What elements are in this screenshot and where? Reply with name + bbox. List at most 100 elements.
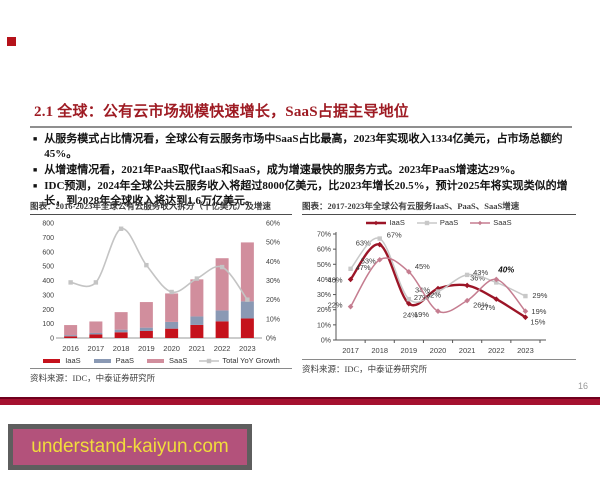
svg-text:800: 800 <box>42 221 54 228</box>
svg-text:0%: 0% <box>266 336 276 343</box>
legend-item-iaas: IaaS <box>42 356 81 365</box>
svg-text:34%: 34% <box>415 286 430 295</box>
revenue-split-chart: 0 100 200 300 400 500 600 700 800 0% 10% 20% 30% 40% 5… <box>42 221 280 354</box>
stacked-bars <box>64 242 254 338</box>
charts-area: 图表：2016-2023年全球公有云服务收入拆分（十亿美元）及增速 0 100 20… <box>30 200 576 384</box>
bullet-square-icon: ■ <box>33 167 38 174</box>
legend-item-total-yoy-growth: Total YoY Growth <box>199 356 280 365</box>
svg-text:100: 100 <box>42 321 54 328</box>
svg-text:67%: 67% <box>387 231 402 240</box>
svg-text:19%: 19% <box>531 307 546 316</box>
legend-swatch-icon <box>93 358 111 363</box>
svg-text:2018: 2018 <box>113 344 130 353</box>
legend-item-saas: SaaS <box>146 356 187 365</box>
svg-text:19%: 19% <box>414 310 429 319</box>
svg-text:600: 600 <box>42 249 54 256</box>
revenue-chart-source: 资料来源：IDC，中泰证券研究所 <box>30 368 292 384</box>
bullet-square-icon: ■ <box>33 183 38 190</box>
bullet-item: ■ 从增速情况看，2021年PaaS取代IaaS和SaaS，成为增速最快的服务方… <box>33 163 577 178</box>
svg-text:2021: 2021 <box>189 344 206 353</box>
legend-label: PaaS <box>439 218 459 227</box>
growth-rate-chart: 0% 10% 20% 30% 40% 50% 60% 70% 2017 2018 2019 2020 2… <box>317 231 548 355</box>
svg-text:27%: 27% <box>414 293 429 302</box>
legend-label: SaaS <box>169 356 188 365</box>
svg-text:53%: 53% <box>361 257 376 266</box>
svg-text:47%: 47% <box>356 263 371 272</box>
svg-text:63%: 63% <box>356 239 371 248</box>
page-number: 16 <box>577 381 588 391</box>
svg-text:27%: 27% <box>480 303 495 312</box>
svg-text:70%: 70% <box>317 232 331 239</box>
legend-label: PaaS <box>115 356 135 365</box>
legend-label: IaaS <box>65 356 81 365</box>
legend-swatch-icon <box>199 358 220 363</box>
svg-text:2019: 2019 <box>138 344 155 353</box>
growth-chart-source: 资料来源：IDC，中泰证券研究所 <box>302 359 576 375</box>
series-iaas <box>347 241 529 321</box>
svg-text:0: 0 <box>50 336 54 343</box>
svg-text:2022: 2022 <box>488 346 505 355</box>
legend-label: SaaS <box>493 218 512 227</box>
svg-text:200: 200 <box>42 307 54 314</box>
svg-text:2020: 2020 <box>163 344 180 353</box>
svg-text:2023: 2023 <box>517 346 534 355</box>
svg-text:32%: 32% <box>426 291 441 300</box>
svg-text:400: 400 <box>42 278 54 285</box>
legend-item-saas: SaaS <box>470 218 512 227</box>
svg-text:26%: 26% <box>473 301 488 310</box>
legend-label: Total YoY Growth <box>222 356 280 365</box>
growth-chart-legend: IaaS PaaS SaaS <box>302 217 576 228</box>
svg-text:2020: 2020 <box>430 346 447 355</box>
svg-text:2017: 2017 <box>342 346 359 355</box>
legend-swatch-icon <box>43 358 61 363</box>
bullet-text: 从服务模式占比情况看，全球公有云服务市场中SaaS占比最高，2023年实现收入1… <box>44 133 563 160</box>
svg-text:20%: 20% <box>266 297 280 304</box>
svg-text:30%: 30% <box>266 278 280 285</box>
corner-accent-square <box>7 37 16 46</box>
svg-text:2021: 2021 <box>459 346 476 355</box>
title-divider <box>30 126 572 128</box>
svg-text:10%: 10% <box>317 322 331 329</box>
total-yoy-line <box>68 226 250 302</box>
legend-item-iaas: IaaS <box>366 218 405 227</box>
bullet-item: ■ 从服务模式占比情况看，全球公有云服务市场中SaaS占比最高，2023年实现收… <box>33 132 577 162</box>
svg-text:10%: 10% <box>266 316 280 323</box>
bullet-text: IDC预测，2024年全球公共云服务收入将超过8000亿美元，比2023年增长2… <box>44 180 568 207</box>
watermark: understand-kaiyun.com <box>8 424 252 470</box>
legend-label: IaaS <box>389 218 405 227</box>
svg-text:36%: 36% <box>470 273 485 282</box>
svg-text:24%: 24% <box>403 311 418 320</box>
svg-text:50%: 50% <box>266 240 280 247</box>
bullet-square-icon: ■ <box>33 136 38 143</box>
svg-text:60%: 60% <box>317 247 331 254</box>
svg-text:20%: 20% <box>317 307 331 314</box>
svg-text:43%: 43% <box>473 268 488 277</box>
revenue-chart-panel: 图表：2016-2023年全球公有云服务收入拆分（十亿美元）及增速 0 100 20… <box>30 200 292 384</box>
svg-text:40%: 40% <box>328 275 343 284</box>
svg-text:40%: 40% <box>497 265 514 274</box>
watermark-text: understand-kaiyun.com <box>31 436 229 457</box>
growth-chart-panel: 图表：2017-2023年全球公有云服务IaaS、PaaS、SaaS增速 Iaa… <box>302 200 576 384</box>
svg-text:2016: 2016 <box>62 344 79 353</box>
svg-text:0%: 0% <box>321 338 331 345</box>
revenue-chart-caption: 图表：2016-2023年全球公有云服务收入拆分（十亿美元）及增速 <box>30 200 292 215</box>
svg-text:300: 300 <box>42 292 54 299</box>
growth-chart-caption: 图表：2017-2023年全球公有云服务IaaS、PaaS、SaaS增速 <box>302 200 576 215</box>
svg-text:700: 700 <box>42 235 54 242</box>
legend-swatch-icon <box>470 220 491 225</box>
footer-bar <box>0 397 600 405</box>
svg-text:2023: 2023 <box>239 344 256 353</box>
legend-item-paas: PaaS <box>416 218 459 227</box>
svg-text:2019: 2019 <box>401 346 418 355</box>
svg-text:45%: 45% <box>415 262 430 271</box>
bullet-item: ■ IDC预测，2024年全球公共云服务收入将超过8000亿美元，比2023年增… <box>33 179 577 209</box>
svg-text:29%: 29% <box>532 291 547 300</box>
svg-text:2018: 2018 <box>371 346 388 355</box>
svg-text:60%: 60% <box>266 221 280 228</box>
svg-text:40%: 40% <box>317 277 331 284</box>
legend-swatch-icon <box>147 358 165 363</box>
legend-swatch-icon <box>366 220 387 225</box>
revenue-chart-legend: IaaS PaaS SaaS Total YoY Growth <box>30 355 292 366</box>
legend-swatch-icon <box>416 220 437 225</box>
